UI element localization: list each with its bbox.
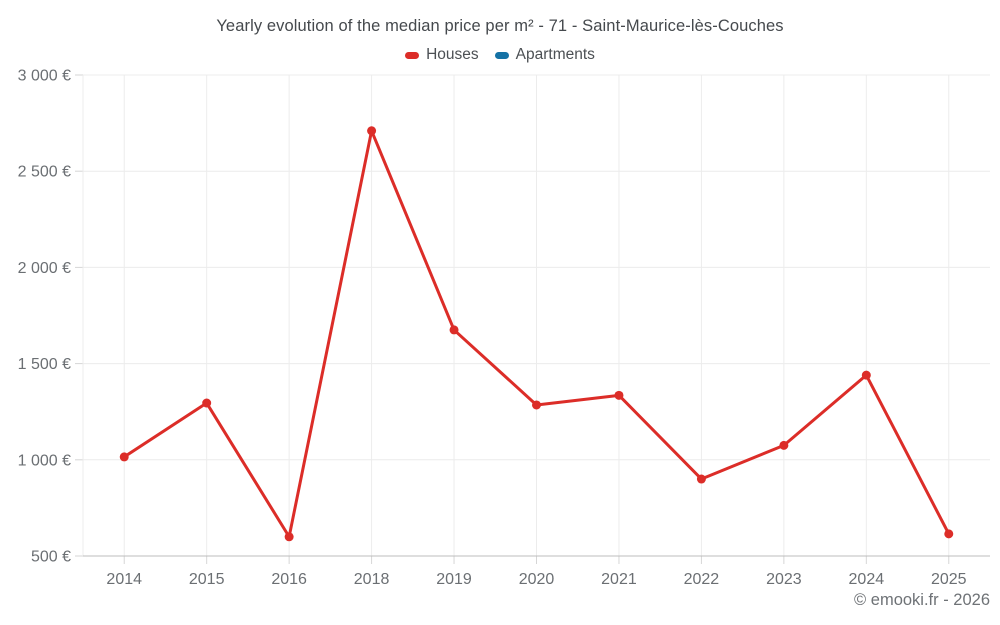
y-axis-label: 2 000 € [18,260,71,277]
apartments-legend-label: Apartments [515,46,595,63]
houses-data-point-2014[interactable] [119,452,129,462]
houses-legend-label: Houses [426,46,479,63]
houses-data-point-2024[interactable] [861,370,871,380]
apartments-legend-swatch [494,51,509,59]
houses-data-point-2019[interactable] [449,325,459,335]
houses-data-point-2016[interactable] [284,532,294,542]
x-axis-label: 2025 [931,571,967,588]
chart-title: Yearly evolution of the median price per… [216,17,784,35]
houses-data-point-2018[interactable] [367,126,377,136]
y-axis-label: 500 € [31,549,71,566]
x-axis-label: 2021 [601,571,637,588]
houses-data-point-2025[interactable] [944,529,954,539]
houses-data-point-2022[interactable] [696,474,706,484]
y-axis-label: 1 000 € [18,452,71,469]
x-axis-label: 2014 [106,571,142,588]
x-axis-label: 2020 [519,571,555,588]
x-axis-label: 2023 [766,571,802,588]
houses-data-point-2015[interactable] [202,398,212,408]
houses-data-point-2023[interactable] [779,440,789,450]
x-axis-label: 2018 [354,571,390,588]
x-axis-label: 2016 [271,571,307,588]
houses-data-point-2021[interactable] [614,390,624,400]
legend-item-houses[interactable]: Houses [405,46,479,64]
y-axis-label: 3 000 € [18,68,71,85]
houses-data-point-2020[interactable] [532,400,541,410]
x-axis-label: 2019 [436,571,472,588]
y-axis-label: 2 500 € [18,164,71,181]
copyright-credit: © emooki.fr - 2026 [854,591,990,609]
chart-legend: Houses Apartments [0,46,1000,64]
y-axis-label: 1 500 € [18,356,71,373]
x-axis-label: 2015 [189,571,225,588]
houses-legend-swatch [405,51,420,59]
x-axis-label: 2022 [684,571,720,588]
x-axis-label: 2024 [849,571,885,588]
legend-item-apartments[interactable]: Apartments [494,46,595,64]
